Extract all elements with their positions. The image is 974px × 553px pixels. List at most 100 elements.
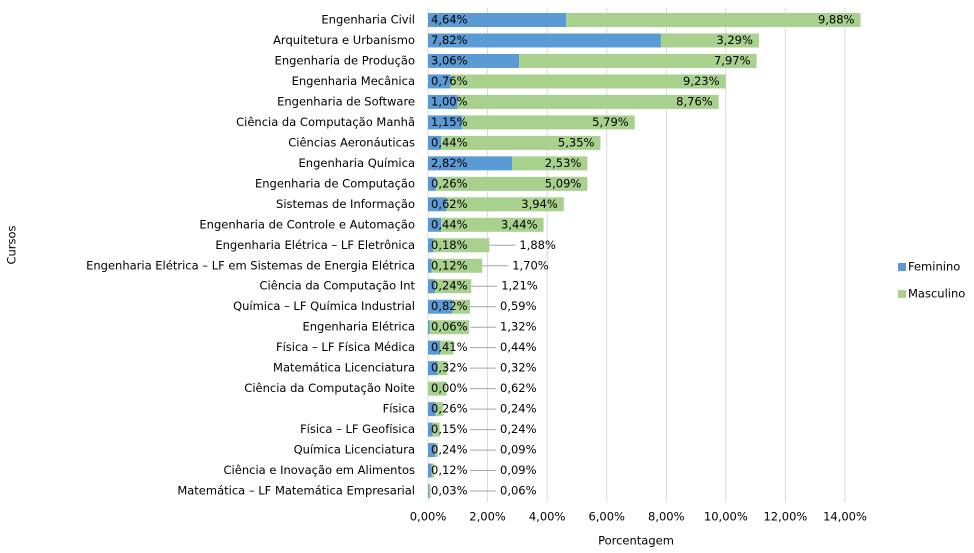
data-label: 0,00% — [431, 381, 468, 395]
y-tick-label: Ciência da Computação Int — [260, 279, 416, 293]
y-tick-label: Ciência da Computação Noite — [244, 381, 415, 395]
data-label: 0,15% — [431, 422, 468, 436]
data-label: 0,76% — [431, 74, 468, 88]
bar — [431, 258, 483, 273]
y-tick-label: Matemática Licenciatura — [273, 361, 415, 375]
y-tick-label: Física – LF Geofísica — [300, 422, 415, 436]
bar — [428, 197, 447, 212]
bar — [428, 74, 451, 89]
x-tick-label: 8,00% — [648, 510, 685, 524]
y-tick-label: Ciências Aeronáuticas — [288, 135, 415, 149]
data-label: 0,12% — [431, 463, 468, 477]
y-tick-label: Engenharia Mecânica — [292, 74, 415, 88]
data-label: 5,35% — [558, 135, 595, 149]
x-tick-label: 6,00% — [588, 510, 625, 524]
legend-swatch — [898, 263, 906, 271]
bar — [428, 422, 433, 437]
data-label: 0,09% — [500, 443, 537, 457]
bar — [428, 135, 442, 150]
y-tick-label: Engenharia de Software — [277, 94, 415, 108]
bar — [441, 135, 601, 150]
data-label: 0,24% — [431, 443, 468, 457]
data-label: 0,32% — [500, 361, 537, 375]
data-label: 9,88% — [818, 13, 855, 27]
x-tick-label: 10,00% — [704, 510, 748, 524]
y-tick-label: Engenharia de Controle e Automação — [199, 217, 415, 231]
x-tick-label: 0,00% — [410, 510, 447, 524]
y-tick-label: Engenharia de Computação — [255, 176, 415, 190]
data-label: 4,64% — [431, 13, 468, 27]
bar — [428, 484, 431, 499]
data-label: 0,12% — [431, 258, 468, 272]
bar — [429, 320, 470, 335]
legend-label: Feminino — [908, 260, 960, 274]
bar — [462, 115, 635, 130]
x-tick-label: 12,00% — [763, 510, 807, 524]
y-tick-label: Arquitetura e Urbanismo — [273, 33, 415, 47]
bar — [435, 443, 438, 458]
x-tick-label: 4,00% — [529, 510, 566, 524]
bar — [428, 443, 436, 458]
y-tick-label: Física – LF Física Médica — [276, 340, 415, 354]
data-label: 0,44% — [431, 217, 468, 231]
bar — [428, 361, 438, 376]
bar — [428, 115, 463, 130]
y-tick-label: Química – LF Química Industrial — [233, 299, 415, 313]
x-tick-label: 2,00% — [469, 510, 506, 524]
data-label: 0,24% — [500, 422, 537, 436]
legend-label: Masculino — [908, 287, 965, 301]
data-label: 7,82% — [431, 33, 468, 47]
data-label: 1,15% — [431, 115, 468, 129]
data-label: 0,44% — [431, 135, 468, 149]
bar — [440, 340, 454, 355]
y-tick-label: Sistemas de Informação — [276, 197, 415, 211]
data-label: 1,70% — [512, 258, 549, 272]
bar — [450, 74, 726, 89]
bar — [428, 484, 429, 499]
bar — [428, 33, 661, 48]
bar — [428, 13, 567, 27]
bar — [566, 13, 861, 27]
data-label: 5,09% — [545, 176, 582, 190]
bar — [452, 299, 470, 314]
data-label: 5,79% — [592, 115, 629, 129]
y-tick-label: Engenharia de Produção — [275, 53, 415, 67]
data-label: 7,97% — [714, 53, 751, 67]
y-axis-title: Cursos — [5, 225, 19, 264]
data-label: 0,59% — [500, 299, 537, 313]
data-label: 9,23% — [683, 74, 720, 88]
bar — [519, 53, 757, 68]
data-label: 0,09% — [500, 463, 537, 477]
data-label: 0,24% — [431, 279, 468, 293]
data-label: 8,76% — [676, 94, 713, 108]
bar — [428, 402, 436, 417]
data-label: 0,41% — [431, 340, 468, 354]
data-label: 3,06% — [431, 53, 468, 67]
bar — [428, 238, 434, 253]
data-label: 0,82% — [431, 299, 468, 313]
y-tick-label: Ciência da Computação Manhã — [236, 115, 415, 129]
bar — [428, 94, 458, 109]
bar — [441, 217, 544, 232]
bar — [435, 402, 443, 417]
data-label: 1,88% — [519, 238, 556, 252]
data-label: 0,44% — [500, 340, 537, 354]
data-label: 0,18% — [431, 238, 468, 252]
bar — [432, 422, 440, 437]
data-label: 3,94% — [521, 197, 558, 211]
bar — [457, 94, 719, 109]
data-label: 1,21% — [501, 279, 538, 293]
bar — [428, 381, 447, 396]
data-label: 0,26% — [431, 402, 468, 416]
data-label: 0,06% — [500, 484, 537, 498]
legend-swatch — [898, 290, 906, 298]
bar — [511, 156, 588, 171]
bar — [437, 361, 448, 376]
bar — [428, 463, 432, 478]
data-label: 3,44% — [501, 217, 538, 231]
y-tick-label: Ciência e Inovação em Alimentos — [224, 463, 415, 477]
y-tick-label: Química Licenciatura — [294, 443, 415, 457]
y-tick-label: Engenharia Elétrica – LF em Sistemas de … — [86, 258, 415, 272]
y-tick-label: Matemática – LF Matemática Empresarial — [177, 484, 415, 498]
